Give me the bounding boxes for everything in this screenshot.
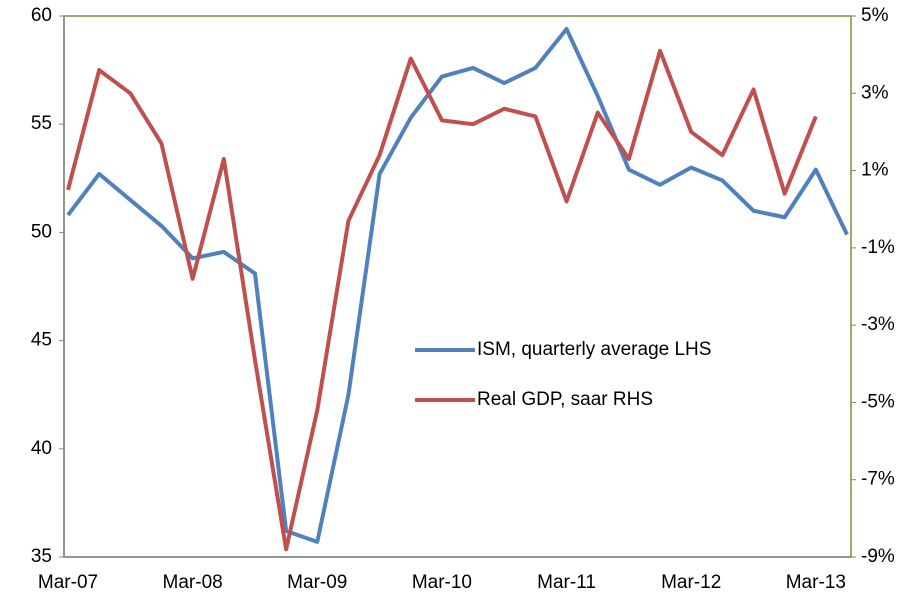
y2-tick-label: 3%: [861, 82, 889, 103]
y2-tick-label: -1%: [861, 237, 895, 258]
x-tick-label: Mar-12: [661, 572, 721, 593]
x-tick-label: Mar-09: [287, 572, 347, 593]
y-tick-label: 45: [31, 330, 52, 351]
x-tick-label: Mar-13: [786, 572, 846, 593]
x-tick-label: Mar-10: [412, 572, 472, 593]
y2-tick-label: -7%: [861, 469, 895, 490]
x-tick-label: Mar-08: [163, 572, 223, 593]
legend-label: Real GDP, saar RHS: [477, 389, 653, 410]
y-tick-label: 55: [31, 113, 52, 134]
x-tick-label: Mar-11: [537, 572, 596, 593]
series-line: [66, 26, 849, 544]
x-tick-label: Mar-07: [38, 572, 98, 593]
series-line: [66, 48, 818, 552]
y2-tick-label: 5%: [861, 5, 889, 26]
y2-tick-label: -3%: [861, 314, 895, 335]
y-tick-label: 60: [31, 5, 52, 26]
plot-area: [63, 15, 852, 558]
y2-tick-label: 1%: [861, 160, 889, 181]
y-tick-label: 35: [31, 546, 52, 567]
y2-tick-label: -9%: [861, 546, 895, 567]
legend-label: ISM, quarterly average LHS: [477, 339, 711, 360]
y-tick-label: 50: [31, 221, 52, 242]
y2-tick-label: -5%: [861, 391, 895, 412]
y-tick-label: 40: [31, 438, 52, 459]
